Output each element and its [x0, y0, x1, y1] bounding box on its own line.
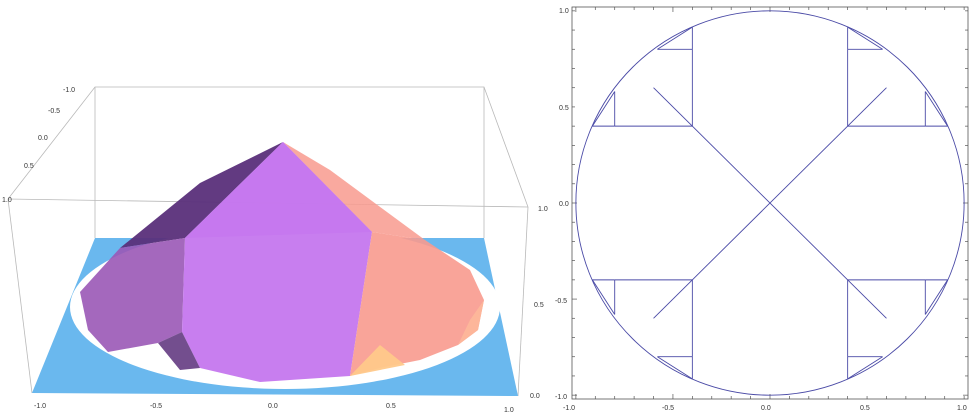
- diagram-segment: [924, 279, 948, 315]
- facet-front-center: [182, 142, 372, 382]
- tick-x-neg1: -1.0: [34, 403, 46, 410]
- tick-x-05: 0.5: [386, 403, 396, 410]
- left-3d-plot: -1.0 -0.5 0.0 0.5 1.0 -1.0 -0.5 0.0 0.5 …: [2, 86, 548, 414]
- diagram-lines: [575, 10, 965, 396]
- diagram-segment: [924, 91, 948, 127]
- rtick-x-neg05: -0.5: [662, 405, 674, 412]
- tick-z-1: 1.0: [538, 206, 548, 213]
- facet-front-left-skirt: [158, 332, 200, 370]
- box-front-left: [7, 198, 33, 394]
- bounding-box: [7, 86, 529, 397]
- rtick-y-1: 1.0: [559, 8, 569, 15]
- rtick-x-neg1: -1.0: [563, 405, 575, 412]
- rtick-y-neg1: -1.0: [555, 394, 567, 401]
- right-2d-plot: -1.0 -0.5 0.0 0.5 1.0 1.0 0.5 0.0 -0.5 -…: [555, 6, 969, 412]
- rtick-y-0: 0.0: [559, 201, 569, 208]
- rtick-x-0: 0.0: [761, 405, 771, 412]
- facet-left-outer: [80, 238, 185, 352]
- diagram-segment: [592, 91, 616, 127]
- diagram-segment: [657, 26, 693, 50]
- facet-right-outer: [350, 232, 484, 376]
- facet-front-gold: [350, 345, 405, 376]
- tick-z-05: 0.5: [534, 302, 544, 309]
- tick-y-1: 1.0: [2, 197, 12, 204]
- box-back-top: [7, 86, 529, 208]
- tick-y-0: 0.0: [38, 135, 48, 142]
- diagram-segment: [592, 279, 616, 315]
- rtick-y-neg05: -0.5: [555, 298, 567, 305]
- facet-right-skirt: [458, 300, 484, 345]
- left-ticks: -1.0 -0.5 0.0 0.5 1.0 -1.0 -0.5 0.0 0.5 …: [2, 87, 548, 414]
- facet-back-left: [120, 142, 283, 248]
- tick-y-05: 0.5: [24, 163, 34, 170]
- box-front-right: [517, 206, 529, 397]
- rtick-x-05: 0.5: [860, 405, 870, 412]
- outer-circle: [575, 10, 965, 396]
- rtick-y-05: 0.5: [559, 105, 569, 112]
- diagram-segment: [847, 26, 883, 50]
- diagram-segment: [657, 356, 693, 380]
- tick-x-0: 0.0: [268, 403, 278, 410]
- tick-x-1: 1.0: [504, 407, 514, 414]
- tick-y-neg05: -0.5: [48, 108, 60, 115]
- rtick-x-1: 1.0: [957, 405, 967, 412]
- cone-surface: [80, 142, 484, 382]
- facet-back-right: [283, 142, 425, 240]
- right-ticks: -1.0 -0.5 0.0 0.5 1.0 1.0 0.5 0.0 -0.5 -…: [555, 8, 967, 412]
- tick-z-0: 0.0: [530, 393, 540, 400]
- diagram-segment: [847, 356, 883, 380]
- frame-ticks: [572, 7, 968, 399]
- tick-x-neg05: -0.5: [150, 403, 162, 410]
- tick-y-neg1: -1.0: [63, 87, 75, 94]
